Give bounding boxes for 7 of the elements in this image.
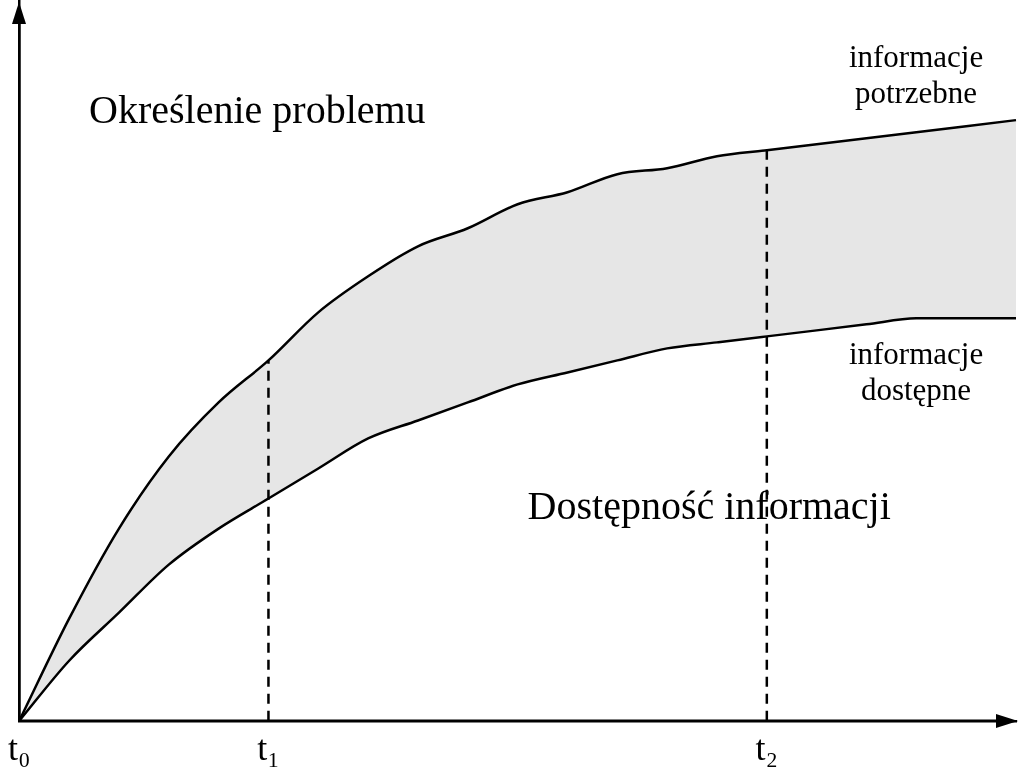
x-tick-label: t₀ xyxy=(8,727,31,768)
annotation: Określenie problemu xyxy=(89,86,426,132)
x-tick-label: t₂ xyxy=(755,727,779,768)
annotation: Dostępność informacji xyxy=(527,482,891,528)
series-label: informacje potrzebne xyxy=(848,38,984,110)
x-tick-label: t₁ xyxy=(257,727,280,768)
series-label: informacje dostępne xyxy=(848,335,984,407)
